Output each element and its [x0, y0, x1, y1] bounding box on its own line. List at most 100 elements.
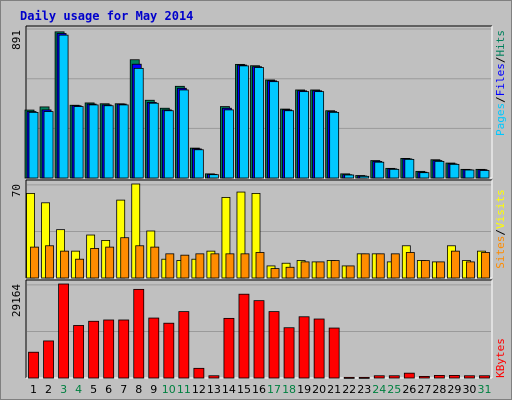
- bar-kbytes-day-3: [58, 283, 69, 379]
- bar-pages-day-7: [118, 104, 129, 179]
- bar-kbytes-day-31: [479, 375, 490, 379]
- day-label-26: 26: [402, 383, 416, 396]
- bar-pages-day-22: [344, 174, 355, 179]
- bar-sites-day-13: [210, 253, 220, 279]
- bar-kbytes-day-13: [208, 375, 220, 379]
- day-label-2: 2: [45, 383, 52, 396]
- legend-files: Files: [494, 63, 507, 96]
- bar-sites-day-27: [420, 260, 430, 279]
- bar-sites-day-19: [300, 261, 310, 279]
- day-label-17: 17: [267, 383, 281, 396]
- day-label-10: 10: [162, 383, 176, 396]
- day-label-28: 28: [432, 383, 446, 396]
- bar-pages-day-2: [43, 111, 54, 179]
- day-label-8: 8: [135, 383, 142, 396]
- y-max-label: 29164: [10, 284, 23, 317]
- bar-pages-day-28: [434, 160, 445, 179]
- bar-sites-day-23: [360, 253, 370, 279]
- y-max-label: 891: [10, 30, 23, 50]
- bar-sites-day-7: [120, 237, 130, 279]
- bar-kbytes-day-20: [313, 318, 325, 379]
- bar-kbytes-day-27: [418, 375, 430, 379]
- day-label-14: 14: [222, 383, 236, 396]
- day-label-6: 6: [105, 383, 112, 396]
- bar-pages-day-31: [479, 170, 490, 179]
- bar-pages-day-6: [103, 105, 114, 179]
- bar-kbytes-day-11: [178, 311, 190, 379]
- bar-kbytes-day-2: [43, 340, 54, 379]
- day-label-3: 3: [60, 383, 67, 396]
- bar-pages-day-10: [163, 110, 174, 179]
- bar-pages-day-23: [359, 175, 370, 179]
- bar-kbytes-day-25: [388, 375, 400, 379]
- bar-kbytes-day-10: [163, 322, 175, 379]
- bar-kbytes-day-17: [268, 311, 280, 379]
- bar-pages-day-30: [464, 169, 475, 179]
- bar-sites-day-28: [435, 261, 445, 279]
- bar-kbytes-day-15: [238, 293, 250, 379]
- bar-pages-day-5: [88, 104, 99, 179]
- bar-sites-day-18: [285, 266, 295, 279]
- bar-pages-day-11: [178, 89, 189, 179]
- bar-pages-day-12: [193, 149, 204, 179]
- bar-sites-day-5: [90, 248, 100, 279]
- bar-sites-day-12: [195, 253, 205, 279]
- bar-kbytes-day-24: [373, 375, 385, 379]
- day-label-25: 25: [387, 383, 401, 396]
- legend-hits: Hits: [494, 30, 507, 57]
- bar-kbytes-day-12: [193, 367, 205, 379]
- bar-pages-day-29: [449, 163, 460, 179]
- bar-pages-day-25: [389, 168, 400, 179]
- bar-kbytes-day-22: [343, 376, 355, 379]
- bar-sites-day-29: [451, 250, 460, 279]
- bar-sites-day-11: [180, 254, 190, 279]
- panel-visitors: 70: [10, 179, 493, 279]
- bar-sites-day-25: [390, 253, 400, 279]
- bar-kbytes-day-19: [298, 316, 310, 379]
- panel-kbytes: 29164: [10, 279, 493, 379]
- bar-pages-day-13: [209, 174, 219, 179]
- bar-kbytes-day-26: [403, 372, 415, 379]
- bar-kbytes-day-29: [449, 375, 460, 379]
- day-label-24: 24: [372, 383, 386, 396]
- bar-sites-day-1: [30, 246, 39, 279]
- bar-pages-day-9: [148, 102, 159, 179]
- bar-pages-day-8: [133, 67, 144, 179]
- bar-sites-day-16: [255, 252, 265, 279]
- bar-kbytes-day-8: [133, 288, 145, 379]
- bar-sites-day-22: [345, 265, 355, 279]
- day-label-13: 13: [207, 383, 221, 396]
- chart-panels: 891 70 29164: [10, 25, 493, 379]
- bar-sites-day-6: [105, 246, 115, 279]
- bar-kbytes-day-14: [223, 317, 235, 379]
- day-label-18: 18: [282, 383, 296, 396]
- day-label-23: 23: [357, 383, 371, 396]
- day-label-20: 20: [312, 383, 326, 396]
- bar-kbytes-day-7: [118, 319, 130, 379]
- bar-pages-day-19: [299, 91, 309, 179]
- bar-kbytes-day-1: [28, 351, 39, 379]
- day-label-11: 11: [177, 383, 191, 396]
- bar-kbytes-day-6: [103, 319, 115, 379]
- bar-kbytes-day-9: [148, 317, 160, 379]
- bar-pages-day-3: [58, 34, 69, 179]
- legend-pages: Pages: [494, 103, 507, 136]
- bar-kbytes-day-28: [433, 375, 445, 379]
- legend-requests: Pages/Files/Hits: [494, 30, 507, 136]
- bar-kbytes-day-16: [253, 300, 265, 379]
- day-label-1: 1: [30, 383, 37, 396]
- legend-sep: /: [494, 96, 507, 103]
- legend-sep: /: [494, 57, 507, 64]
- bar-kbytes-day-5: [88, 320, 100, 379]
- day-label-29: 29: [447, 383, 461, 396]
- legend-visits: Visits: [494, 189, 507, 229]
- day-label-15: 15: [237, 383, 251, 396]
- bar-kbytes-day-23: [358, 376, 370, 379]
- bar-sites-day-20: [315, 261, 325, 279]
- bar-kbytes-day-21: [328, 327, 340, 379]
- bar-pages-day-24: [374, 161, 385, 179]
- bar-pages-day-16: [254, 67, 264, 179]
- day-label-27: 27: [417, 383, 431, 396]
